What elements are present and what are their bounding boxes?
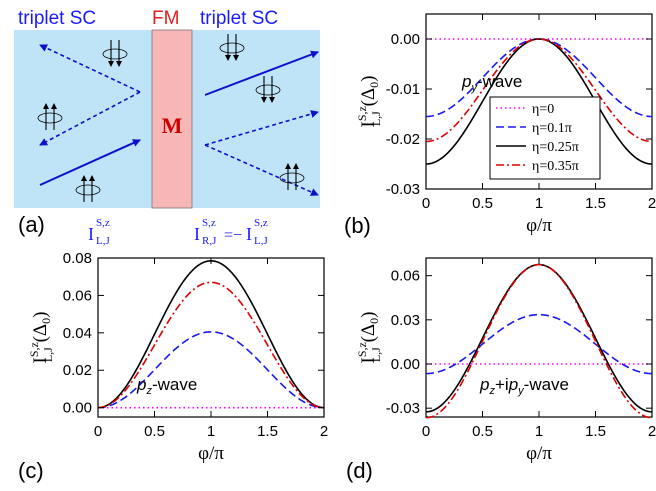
y-tick-label: 0.08: [63, 250, 92, 267]
reflected-path-left-1: [39, 91, 141, 146]
chart-panel-b: 0 0.5 1 1.5 2 0.00 -0.01 -0.02 -0.03 φ/π IS,zL,J (…: [344, 13, 656, 238]
y-tick-label: 0.03: [391, 312, 420, 329]
spin-pair-icon: [75, 175, 101, 202]
svg-text:S,z: S,z: [254, 217, 268, 229]
svg-text:I: I: [88, 224, 94, 244]
y-tick-label: -0.02: [386, 131, 420, 148]
y-tick-label: -0.01: [386, 81, 420, 98]
legend-entry: η=0: [532, 102, 554, 117]
series-line: [97, 331, 325, 409]
legend-entry: η=0.35π: [532, 159, 579, 174]
reflected-path-right-1: [204, 110, 319, 146]
y-tick-label: -0.03: [386, 400, 420, 417]
x-tick-label: 0: [94, 423, 102, 440]
spin-pair-icon: [102, 40, 128, 67]
y-tick-label: 0.00: [391, 31, 420, 48]
series-line: [425, 38, 653, 165]
panel-label-c: (c): [18, 458, 44, 483]
x-axis-label: φ/π: [526, 443, 552, 464]
svg-text:I: I: [194, 224, 200, 244]
y-tick-label: -0.03: [386, 181, 420, 198]
spin-pair-icon: [37, 103, 63, 130]
y-tick-label: 0.00: [63, 400, 92, 417]
series-line: [97, 260, 325, 409]
panel-label-b: (b): [344, 213, 371, 238]
x-tick-label: 2: [320, 423, 328, 440]
schematic-panel: triplet SC FM triplet SC M: [14, 8, 320, 247]
legend-entry: η=0.25π: [532, 140, 579, 155]
y-axis-label: IS,zL,J (Δ0): [355, 312, 383, 364]
panel-label-a: (a): [18, 212, 45, 237]
y-axis-label: IS,zL,J (Δ0): [27, 312, 55, 364]
x-tick-label: 0: [422, 195, 430, 212]
spin-pair-icon: [279, 163, 305, 190]
chart-panel-c: 0 0.5 1 1.5 2 0.00 0.02 0.04 0.06 0.08 φ/π IS,zL,J …: [18, 250, 328, 483]
x-tick-label: 1.5: [585, 195, 606, 212]
fm-label: FM: [152, 8, 179, 29]
spin-pair-icon: [219, 34, 245, 61]
panel-annotation: py-wave: [461, 72, 522, 94]
plot-frame: [97, 257, 325, 418]
x-tick-label: 1.5: [585, 423, 606, 440]
x-axis-label: φ/π: [198, 443, 224, 464]
x-tick-label: 2: [648, 423, 656, 440]
x-tick-label: 1: [207, 423, 215, 440]
left-sc-label: triplet SC: [18, 8, 96, 29]
left-current-label: I S,z L,J: [88, 217, 110, 247]
y-axis-label: IS,zL,J (Δ0): [355, 76, 383, 128]
panel-label-d: (d): [346, 458, 373, 483]
right-sc-label: triplet SC: [200, 8, 278, 29]
panel-annotation: pz-wave: [136, 375, 197, 397]
chart-panel-d: 0 0.5 1 1.5 2 0.06 0.03 0.00 -0.03 φ/π IS,zL,J (Δ0…: [346, 257, 656, 483]
panel-annotation: pz+ipy-wave: [479, 375, 569, 397]
x-tick-label: 1.5: [257, 423, 278, 440]
spin-pair-icon: [255, 76, 281, 103]
series-line: [425, 38, 653, 143]
series-line: [97, 281, 325, 409]
legend-entry: η=0.1π: [532, 121, 572, 136]
svg-text:S,z: S,z: [96, 217, 110, 229]
magnetization-label: M: [162, 113, 183, 138]
fm-region: [151, 29, 193, 209]
y-tick-label: 0.04: [63, 325, 92, 342]
svg-text:I: I: [246, 224, 252, 244]
y-tick-label: 0.00: [391, 356, 420, 373]
right-current-label: I S,z R,J =− I S,z L,J: [194, 217, 268, 247]
series-line: [425, 263, 653, 419]
incident-path-left: [39, 139, 141, 186]
x-tick-label: 0.5: [144, 423, 165, 440]
x-tick-label: 0.5: [472, 423, 493, 440]
svg-text:L,J: L,J: [96, 235, 110, 247]
x-axis-label: φ/π: [526, 215, 552, 236]
x-tick-label: 1: [535, 423, 543, 440]
series-line: [425, 38, 653, 118]
svg-text:R,J: R,J: [202, 235, 217, 247]
svg-text:=−: =−: [224, 227, 242, 244]
svg-text:L,J: L,J: [254, 235, 268, 247]
transmitted-path-right: [204, 50, 319, 96]
x-tick-label: 0.5: [472, 195, 493, 212]
x-tick-label: 2: [648, 195, 656, 212]
y-tick-label: 0.06: [391, 268, 420, 285]
y-tick-label: 0.06: [63, 287, 92, 304]
svg-text:S,z: S,z: [202, 217, 216, 229]
reflected-path-left-2: [39, 44, 141, 93]
y-tick-label: 0.02: [63, 362, 92, 379]
legend: η=0 η=0.1π η=0.25π η=0.35π: [489, 96, 601, 180]
x-tick-label: 1: [535, 195, 543, 212]
series-line: [425, 313, 653, 375]
x-tick-label: 0: [422, 423, 430, 440]
left-sc-region: [14, 30, 152, 208]
